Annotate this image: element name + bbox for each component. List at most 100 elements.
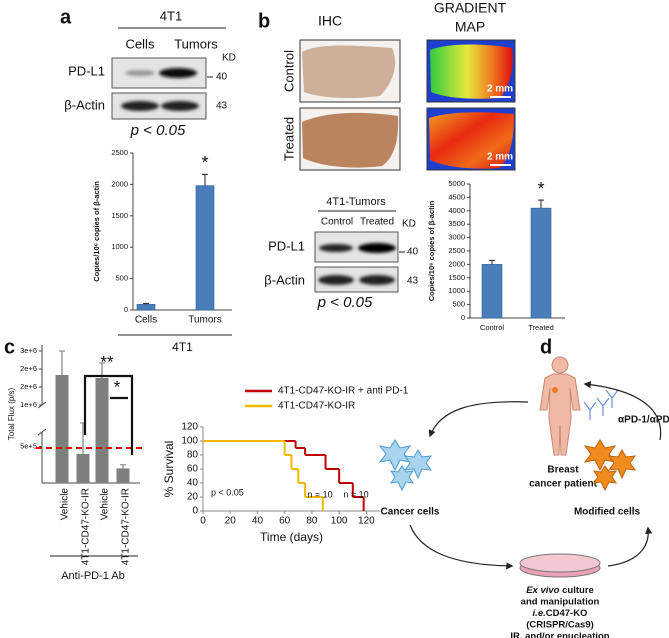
y-axis-label: Copies/10⁶ copies of β-actin: [427, 200, 436, 301]
y-tick-label: 80: [187, 450, 199, 461]
cancer-cells: [378, 439, 433, 492]
y-tick-label: 3000: [448, 233, 465, 242]
x-tick-label: 40: [252, 516, 264, 527]
stat-label: p < 0.05: [317, 294, 373, 311]
band: [125, 70, 155, 76]
process-line: (CRISPR/Cas9): [526, 619, 594, 630]
blot-group: 4T1-Tumors: [326, 196, 386, 208]
row-label: PD-L1: [268, 238, 305, 253]
kd-label: KD: [402, 219, 416, 230]
blot-group: 4T1: [160, 8, 182, 23]
y-tick-label: 2500: [111, 148, 128, 157]
y-tick-label: 0: [461, 313, 465, 322]
tumor-spot: [552, 387, 558, 393]
y-tick-label: 2000: [448, 259, 465, 268]
bar: [116, 468, 130, 483]
panel-label: a: [60, 6, 72, 28]
y-tick-label: 3500: [448, 219, 465, 228]
row-label: Control: [281, 50, 296, 92]
y-tick-label: 20: [187, 492, 199, 503]
y-tick-label: 60: [187, 464, 199, 475]
column-header: MAP: [455, 19, 485, 35]
y-tick-label: 5e+5: [20, 442, 37, 451]
heat-region: [429, 112, 514, 169]
y-tick-label: 2000: [111, 179, 128, 188]
bar: [95, 378, 109, 483]
process-segment: (CRISPR/Cas9): [526, 619, 594, 630]
y-tick-label: 5000: [448, 179, 465, 188]
y-tick-label: 2e+6: [20, 364, 37, 373]
diagram: αPD-1/αPD-L1 Breast cancer patient Cance…: [378, 356, 669, 578]
bar: [55, 375, 69, 483]
process-line: i.e.CD47-KO: [533, 608, 588, 619]
annotation: n = 10: [307, 489, 332, 499]
x-tick-label: Control: [480, 323, 505, 332]
process-segment: and manipulation: [521, 596, 600, 607]
patient-label: Breast: [547, 465, 579, 476]
band: [358, 243, 396, 253]
process-line: IR, and/or enucleation: [510, 631, 609, 638]
y-axis-label: Total Flux (p/s): [7, 387, 16, 440]
x-tick-label: 4T1-CD47-KO-IR: [81, 488, 92, 565]
bar: [76, 453, 90, 483]
process-line: Ex vivo culture: [526, 585, 594, 596]
y-tick-label: 1000: [111, 242, 128, 251]
heat-region: [430, 44, 513, 99]
y-tick-label: 0: [124, 305, 128, 314]
column-header: IHC: [318, 13, 342, 29]
significance: *: [114, 377, 121, 396]
annotation: n = 10: [343, 489, 368, 499]
band: [359, 275, 395, 285]
process-segment: culture: [559, 585, 593, 596]
kd-label: KD: [222, 53, 236, 64]
y-tick-label: 4500: [448, 192, 465, 201]
marker-label: 43: [407, 276, 419, 287]
y-tick-label: 1500: [448, 273, 465, 282]
band: [319, 244, 353, 252]
y-tick-label: 3e+6: [20, 346, 37, 355]
y-tick-label: 1000: [448, 286, 465, 295]
panel-label: c: [4, 336, 15, 358]
process-line: and manipulation: [521, 596, 600, 607]
bar: [195, 185, 215, 311]
arrows: [409, 381, 662, 570]
x-axis-label: Time (days): [260, 530, 323, 544]
scale-bar-label: 2 mm: [487, 152, 513, 163]
y-tick-label: 500: [115, 274, 128, 283]
y-tick-label: 4000: [448, 206, 465, 215]
significance: **: [100, 352, 114, 371]
process-segment: CD47-KO: [546, 608, 588, 619]
y-tick-label: 100: [181, 436, 198, 447]
modified-cells-label: Modified cells: [574, 507, 641, 518]
y-tick-label: 40: [187, 478, 199, 489]
imaging: IHC GRADIENT MAP Control Treated 2 mm 2 …: [281, 0, 516, 171]
process-segment: IR, and/or enucleation: [510, 631, 609, 638]
y-tick-label: 2e+6: [20, 382, 37, 391]
band: [161, 101, 199, 111]
marker-label: 40: [407, 247, 419, 258]
group-label: 4T1: [172, 340, 193, 354]
panel-label: d: [540, 336, 552, 358]
modified-cells: [583, 439, 637, 492]
significance-bracket: [83, 374, 134, 455]
row-label: Treated: [281, 117, 296, 161]
y-tick-label: 0: [192, 506, 198, 517]
x-tick-label: Treated: [528, 323, 554, 332]
row-label: β-Actin: [264, 272, 305, 287]
legend-label: 4T1-CD47-KO-IR + anti PD-1: [278, 386, 409, 397]
scale-bar-label: 2 mm: [487, 84, 513, 95]
patient-body: [539, 373, 581, 456]
blot-b: 4T1-Tumors Control Treated KD PD-L1 β-Ac…: [264, 196, 418, 311]
row-label: PD-L1: [68, 63, 105, 78]
lane-label: Control: [321, 217, 353, 228]
lane-label: Tumors: [174, 36, 218, 51]
x-tick-label: 60: [279, 516, 291, 527]
lane-label: Cells: [126, 36, 155, 51]
x-tick-label: 0: [200, 516, 206, 527]
bar: [530, 207, 552, 319]
marker-label: 43: [216, 101, 228, 112]
patient-head: [551, 356, 569, 374]
y-axis-label: Copies/10⁶ copies of β-actin: [92, 181, 101, 282]
bar: [136, 304, 156, 311]
